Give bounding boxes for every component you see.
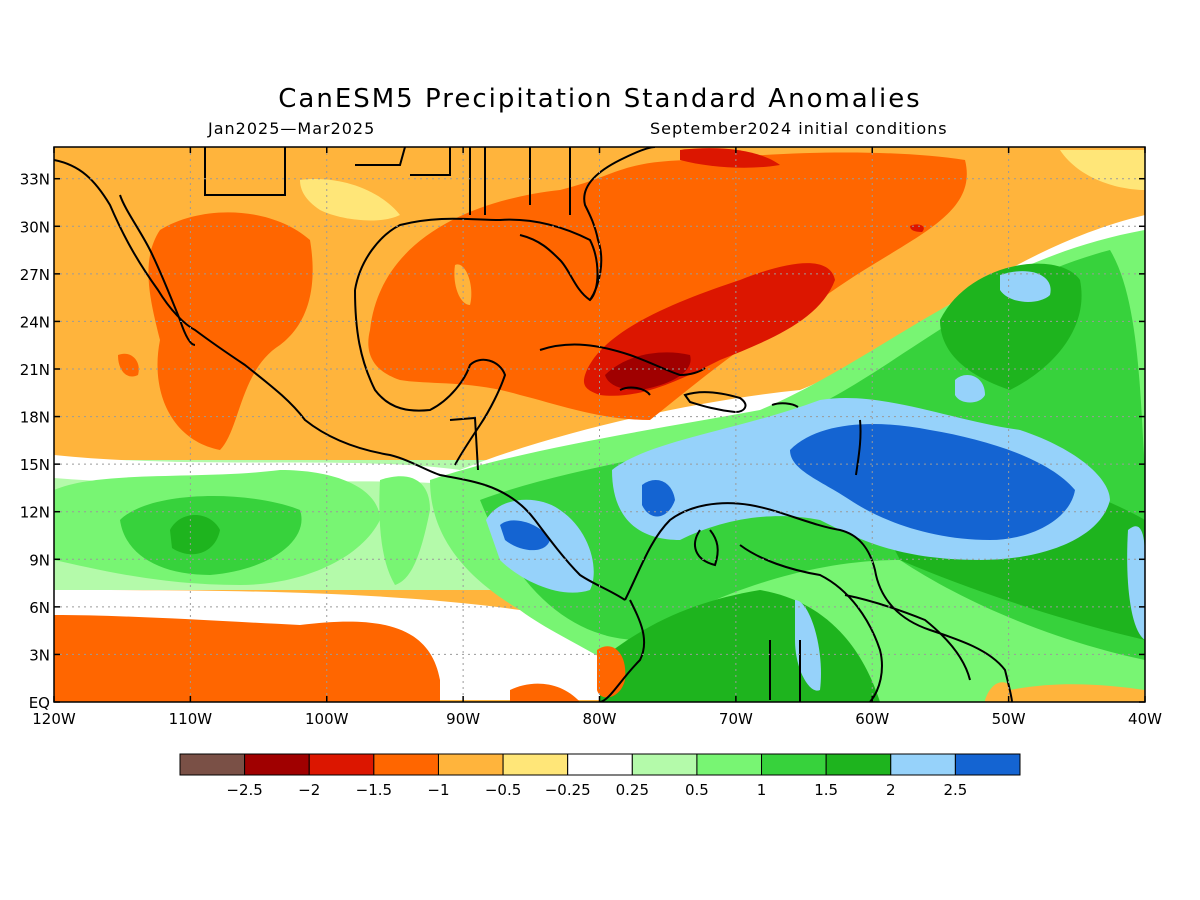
colorbar-swatch bbox=[567, 753, 633, 776]
colorbar-swatch bbox=[696, 753, 763, 776]
colorbar-swatch bbox=[761, 753, 827, 776]
lat-tick-label: 21N bbox=[20, 361, 50, 379]
colorbar-swatch bbox=[890, 753, 956, 776]
lon-tick-label: 120W bbox=[32, 710, 76, 728]
lon-tick-label: 70W bbox=[719, 710, 753, 728]
colorbar-swatch bbox=[373, 753, 439, 776]
lat-tick-label: 18N bbox=[20, 409, 50, 427]
lat-tick-label: 3N bbox=[29, 646, 50, 664]
grid-lines bbox=[54, 147, 1145, 702]
colorbar-swatch bbox=[244, 753, 310, 776]
colorbar-label: −2.5 bbox=[226, 781, 262, 799]
colorbar-swatch bbox=[825, 753, 892, 776]
colorbar-label: 1 bbox=[757, 781, 767, 799]
lat-tick-label: 30N bbox=[20, 218, 50, 236]
lon-tick-label: 80W bbox=[583, 710, 617, 728]
lon-tick-label: 50W bbox=[992, 710, 1026, 728]
colorbar-label: −0.25 bbox=[545, 781, 591, 799]
lat-tick-label: 27N bbox=[20, 266, 50, 284]
lon-tick-label: 110W bbox=[169, 710, 213, 728]
colorbar-label: 2.5 bbox=[943, 781, 967, 799]
colorbar: −2.5 −2 −1.5 −1 −0.5 −0.25 0.25 0.5 1 1.5 2 2.5 bbox=[179, 753, 1021, 799]
colorbar-label: 1.5 bbox=[814, 781, 838, 799]
colorbar-label: −2 bbox=[298, 781, 320, 799]
colorbar-swatch bbox=[179, 753, 246, 776]
colorbar-swatch bbox=[954, 753, 1021, 776]
colorbar-label: 2 bbox=[886, 781, 896, 799]
colorbar-label: −0.5 bbox=[485, 781, 521, 799]
lon-tick-label: 90W bbox=[446, 710, 480, 728]
colorbar-swatch bbox=[502, 753, 569, 776]
lat-tick-label: 6N bbox=[29, 599, 50, 617]
colorbar-label: 0.5 bbox=[685, 781, 709, 799]
lon-tick-label: 60W bbox=[855, 710, 889, 728]
colorbar-swatch bbox=[631, 753, 698, 776]
map-title: CanESM5 Precipitation Standard Anomalies bbox=[278, 84, 922, 114]
lat-tick-label: 15N bbox=[20, 456, 50, 474]
forecast-period: Jan2025—Mar2025 bbox=[208, 119, 376, 138]
initial-conditions: September2024 initial conditions bbox=[650, 119, 948, 138]
colorbar-label: 0.25 bbox=[616, 781, 649, 799]
lat-tick-label: 12N bbox=[20, 504, 50, 522]
colorbar-label: −1.5 bbox=[356, 781, 392, 799]
lon-tick-label: 100W bbox=[305, 710, 349, 728]
lon-tick-label: 40W bbox=[1128, 710, 1162, 728]
lat-tick-label: 33N bbox=[20, 171, 50, 189]
coastlines bbox=[54, 147, 1013, 702]
lat-tick-label: 9N bbox=[29, 551, 50, 569]
colorbar-swatch bbox=[308, 753, 375, 776]
colorbar-label: −1 bbox=[427, 781, 449, 799]
lat-tick-label: 24N bbox=[20, 313, 50, 331]
colorbar-swatch bbox=[437, 753, 504, 776]
lat-tick-label: EQ bbox=[29, 694, 50, 712]
